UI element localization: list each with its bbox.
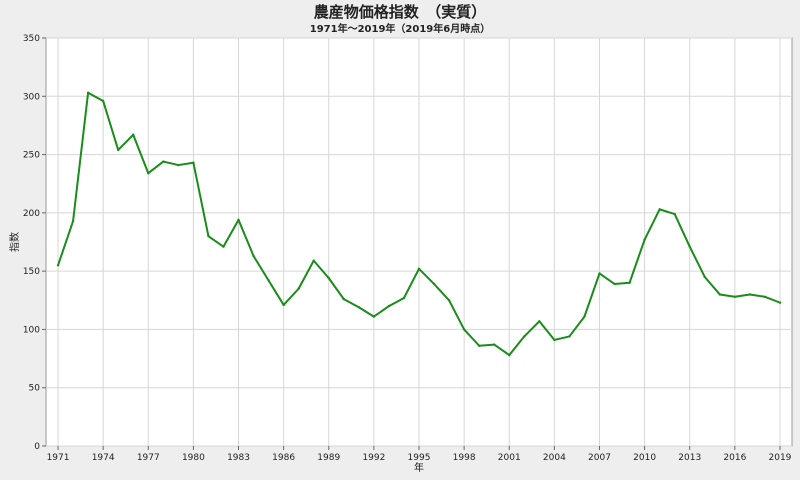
data-point — [116, 148, 120, 152]
x-tick-label: 1992 — [362, 453, 385, 463]
data-point — [282, 303, 285, 307]
data-point — [297, 287, 300, 290]
data-point — [402, 296, 406, 300]
data-point — [658, 208, 661, 211]
x-tick-label: 1983 — [227, 453, 250, 463]
data-point — [417, 267, 421, 271]
data-point — [568, 335, 571, 338]
x-tick-label: 1995 — [408, 453, 431, 463]
data-point — [462, 328, 466, 331]
data-point — [342, 297, 345, 301]
data-point — [447, 299, 451, 302]
data-point — [613, 282, 616, 286]
data-point — [538, 320, 541, 323]
data-point — [493, 343, 496, 346]
data-point — [778, 301, 782, 304]
chart-title: 農産物価格指数 （実質） — [314, 3, 487, 21]
data-point — [237, 218, 240, 222]
y-tick-label: 300 — [23, 92, 40, 102]
data-point — [56, 264, 60, 267]
data-point — [432, 282, 436, 286]
data-point — [628, 281, 631, 284]
data-point — [733, 295, 737, 298]
data-point — [673, 212, 676, 216]
x-tick-label: 1971 — [47, 453, 70, 463]
x-tick-label: 1986 — [272, 453, 295, 463]
x-tick-label: 2001 — [498, 453, 521, 463]
y-axis-label: 指数 — [8, 232, 21, 252]
x-tick-label: 2007 — [588, 453, 611, 463]
data-point — [643, 238, 646, 241]
x-tick-label: 1980 — [182, 453, 205, 463]
data-point — [508, 353, 511, 357]
x-tick-label: 2019 — [769, 453, 792, 463]
y-tick-label: 200 — [23, 209, 40, 219]
x-tick-label: 2016 — [723, 453, 746, 463]
data-point — [162, 160, 165, 163]
data-point — [252, 254, 255, 258]
data-point — [71, 219, 75, 223]
y-tick-label: 0 — [34, 442, 40, 452]
chart-subtitle: 1971年～2019年（2019年6月時点） — [310, 22, 490, 35]
data-point — [763, 295, 767, 298]
data-point — [477, 344, 481, 347]
data-point — [718, 293, 722, 296]
x-axis-label: 年 — [414, 461, 424, 474]
x-axis-ticks: 1971 1974 1977 1980 1983 1986 1989 1992 1995 1998… — [47, 446, 792, 463]
data-point — [748, 293, 752, 296]
y-tick-label: 150 — [23, 267, 40, 277]
data-point — [101, 99, 105, 103]
data-point — [583, 315, 586, 318]
data-point — [86, 91, 90, 94]
data-point — [688, 245, 691, 248]
y-tick-label: 50 — [29, 384, 41, 394]
data-point — [192, 161, 195, 164]
data-point — [327, 276, 330, 280]
data-point — [523, 335, 526, 338]
y-tick-label: 100 — [23, 325, 40, 335]
data-point — [598, 272, 601, 275]
y-tick-label: 250 — [23, 151, 40, 161]
data-point — [132, 133, 135, 136]
x-tick-label: 1977 — [137, 453, 160, 463]
data-point — [177, 163, 180, 167]
x-tick-label: 2010 — [633, 453, 656, 463]
data-point — [703, 275, 706, 279]
x-tick-label: 2004 — [543, 453, 566, 463]
x-tick-label: 2013 — [678, 453, 701, 463]
data-point — [553, 338, 556, 342]
x-tick-label: 1989 — [317, 453, 340, 463]
data-point — [372, 315, 376, 318]
y-axis-ticks: 0 50 100 150 200 250 300 350 — [23, 34, 46, 452]
y-tick-label: 350 — [23, 34, 40, 44]
data-point — [312, 259, 315, 262]
series-layer — [56, 91, 782, 357]
data-point — [387, 304, 391, 308]
x-tick-label: 1974 — [92, 453, 115, 463]
x-tick-label: 1998 — [453, 453, 476, 463]
data-point — [222, 245, 225, 248]
data-point — [267, 279, 270, 282]
data-point — [207, 234, 210, 238]
data-point — [357, 306, 361, 309]
data-point — [147, 172, 150, 175]
